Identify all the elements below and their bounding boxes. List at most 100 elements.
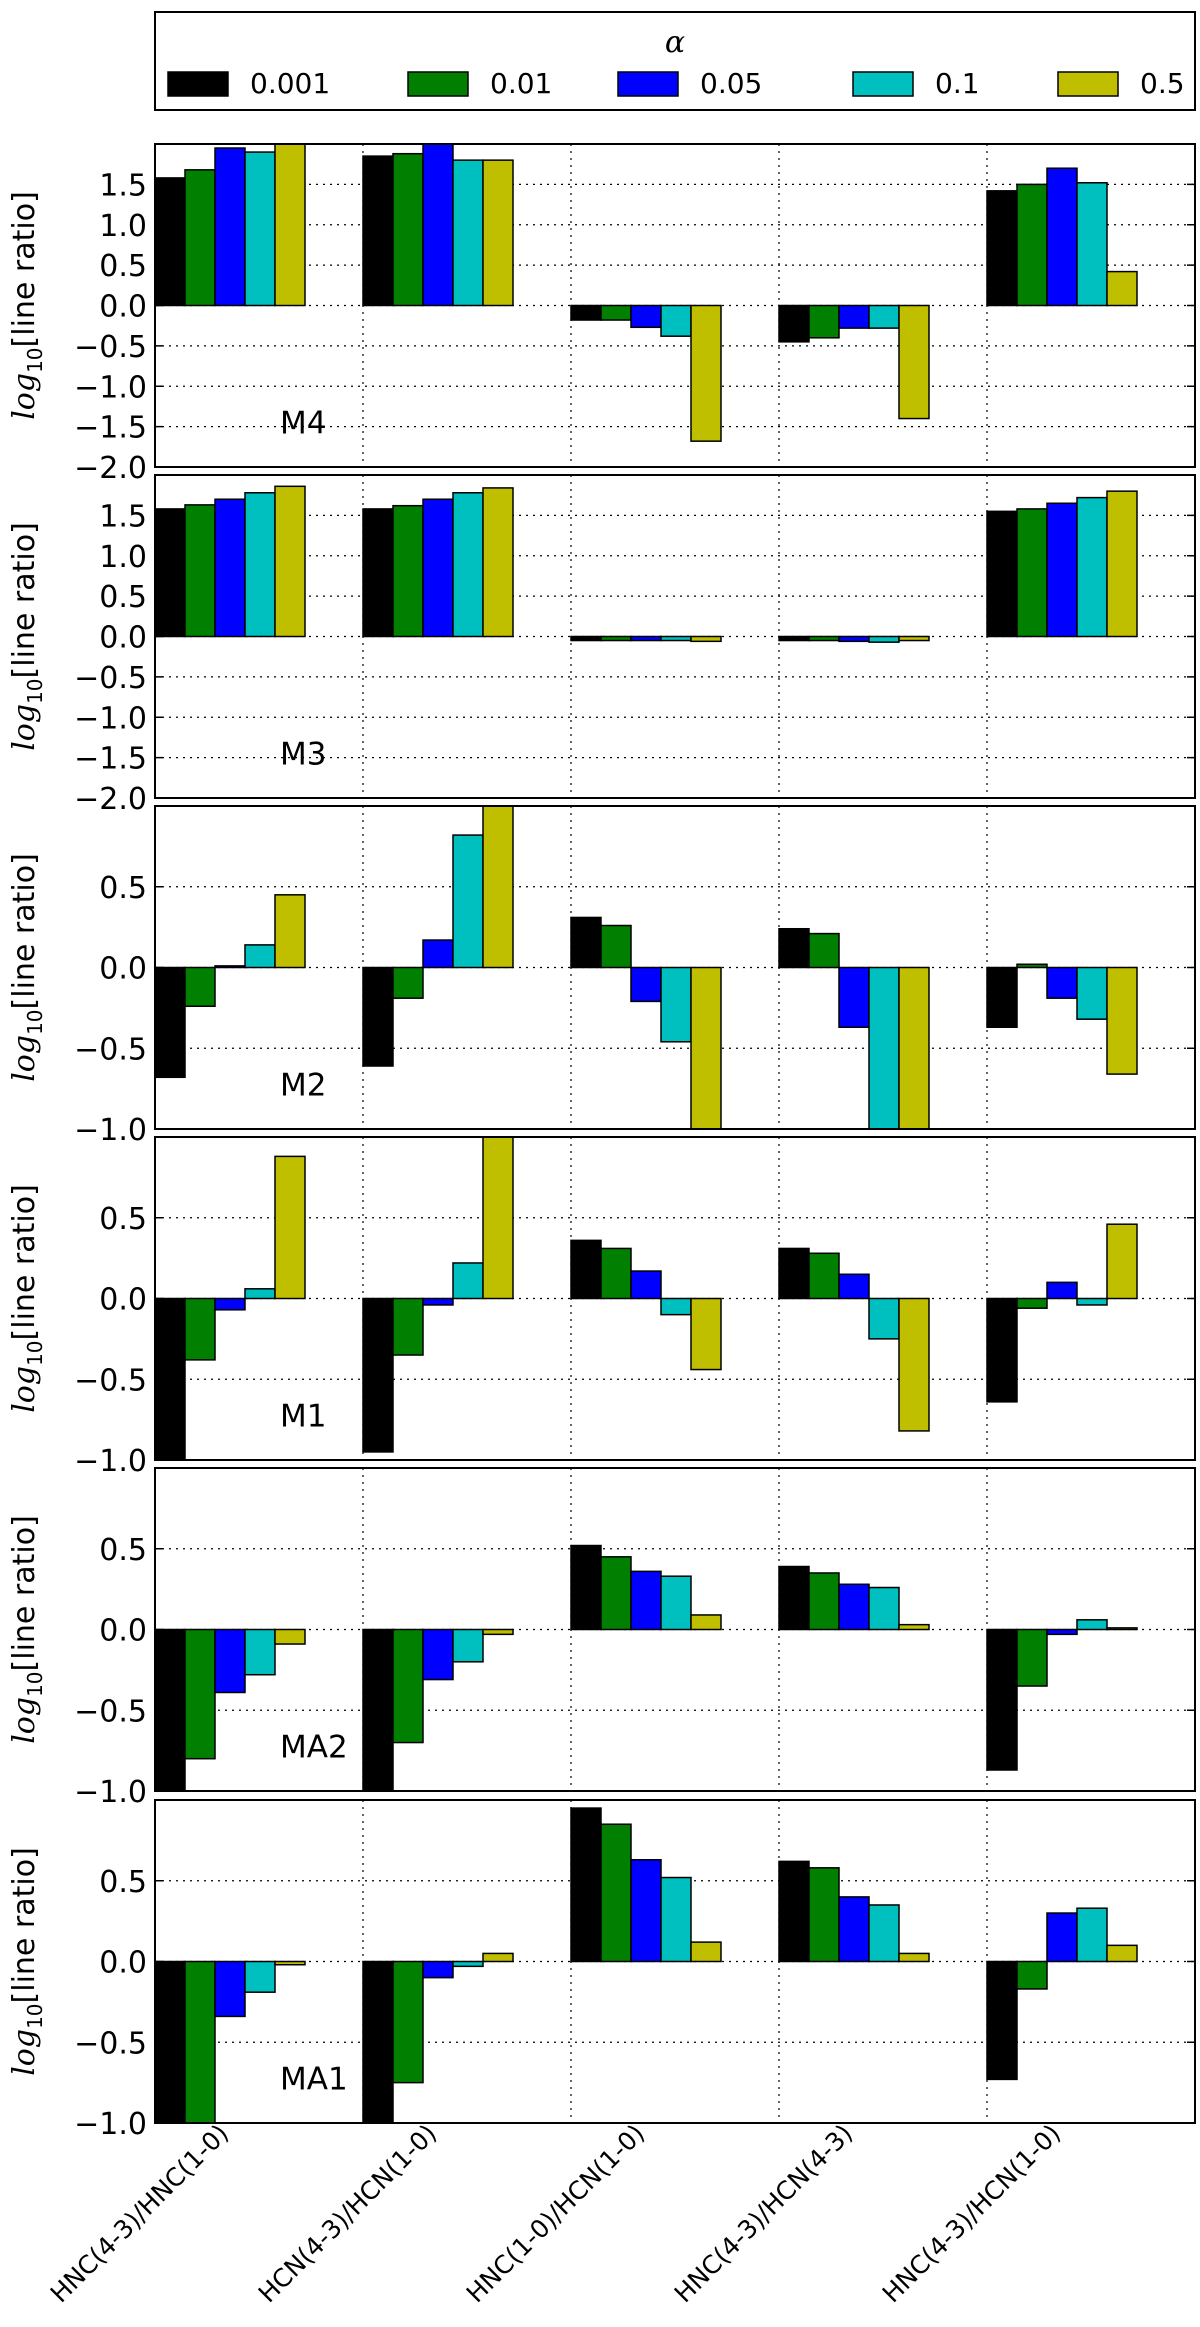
bar — [1106, 490, 1138, 638]
y-tick-label: 1.5 — [99, 499, 147, 534]
y-axis-label: log10[line ratio] — [7, 522, 47, 751]
bar — [838, 304, 870, 329]
bar — [1046, 1281, 1078, 1300]
bar — [244, 151, 276, 307]
bar — [1046, 1628, 1078, 1636]
legend-entry: 0.5 — [1057, 67, 1185, 100]
bar — [690, 1297, 722, 1371]
y-tick-label: 0.5 — [99, 580, 147, 615]
bar — [214, 1297, 246, 1311]
bar — [660, 304, 692, 337]
bar — [1016, 1960, 1048, 1990]
bar — [986, 1628, 1018, 1771]
bar — [214, 1628, 246, 1694]
bar — [630, 1270, 662, 1300]
bar — [808, 1252, 840, 1300]
bar — [778, 1565, 810, 1631]
bar — [392, 1297, 424, 1356]
bar — [452, 1262, 484, 1300]
legend-label: 0.1 — [935, 67, 980, 100]
bar — [1016, 963, 1048, 969]
bar — [660, 1876, 692, 1963]
bar — [570, 1239, 602, 1300]
panel-m4: −2.0 −1.5 −1.0 −0.5 0.0 0.5 1.0 1.5 M4 log10[line… — [7, 143, 1196, 486]
bar — [660, 1575, 692, 1631]
bar — [392, 966, 424, 999]
panel-ma2: −1.0 −0.5 0.0 0.5 MA2 log10[line ratio] — [7, 1467, 1196, 1810]
legend-swatch — [407, 71, 469, 97]
bar — [1106, 966, 1138, 1075]
bar — [1076, 1297, 1108, 1306]
bar — [422, 1297, 454, 1306]
panel-m2: −1.0 −0.5 0.0 0.5 M2 log10[line ratio] — [7, 805, 1196, 1148]
bar — [1076, 182, 1108, 307]
bar — [570, 635, 602, 642]
bar — [154, 1960, 186, 2124]
bar — [600, 924, 632, 969]
bar — [808, 635, 840, 642]
legend-label: 0.01 — [490, 67, 552, 100]
legend-title: α — [665, 25, 685, 60]
legend-swatch — [167, 71, 229, 97]
bar — [690, 304, 722, 442]
y-tick-label: 0.5 — [99, 1533, 147, 1568]
bar — [244, 1288, 276, 1300]
bar — [482, 487, 514, 638]
bar — [452, 492, 484, 638]
bar — [600, 304, 632, 321]
bar — [898, 635, 930, 642]
bar — [452, 1960, 484, 1968]
bar — [898, 1952, 930, 1963]
bar — [778, 304, 810, 343]
bar — [630, 1859, 662, 1963]
panel-label: MA2 — [280, 1729, 348, 1765]
y-axis-label: log10[line ratio] — [7, 1184, 47, 1413]
y-axis-label: log10[line ratio] — [7, 1847, 47, 2076]
bar — [274, 1155, 306, 1300]
legend-entry: 0.001 — [167, 67, 330, 100]
bar — [154, 508, 186, 638]
bar — [482, 1136, 514, 1300]
y-tick-label: 0.0 — [99, 290, 147, 325]
bar — [868, 1297, 900, 1340]
bar — [600, 1823, 632, 1963]
y-tick-label: 1.5 — [99, 168, 147, 203]
panel-label: MA1 — [280, 2061, 348, 2097]
legend: α 0.001 0.01 0.05 0.1 0.5 — [154, 11, 1196, 111]
y-axis-label: log10[line ratio] — [7, 1515, 47, 1744]
bar — [274, 1960, 306, 1966]
panel-label: M4 — [280, 405, 326, 441]
bar — [452, 1628, 484, 1663]
bar — [570, 916, 602, 969]
y-tick-label: 0.5 — [99, 871, 147, 906]
bar — [362, 155, 394, 307]
bar — [898, 966, 930, 1130]
bar — [600, 1247, 632, 1300]
bar — [630, 1570, 662, 1631]
y-tick-label: −1.0 — [74, 2107, 147, 2142]
panel-frame — [154, 143, 1196, 468]
bar — [600, 1556, 632, 1631]
bar — [244, 1960, 276, 1993]
bar — [570, 1807, 602, 1963]
y-tick-label: −1.0 — [74, 1113, 147, 1148]
bar — [422, 498, 454, 638]
bar — [838, 1896, 870, 1963]
bar — [1046, 502, 1078, 638]
bar — [1016, 1297, 1048, 1309]
bar — [868, 966, 900, 1130]
y-tick-label: −2.0 — [74, 782, 147, 817]
bar — [1076, 496, 1108, 638]
bar — [808, 1572, 840, 1631]
bar — [184, 1628, 216, 1760]
bar — [392, 152, 424, 307]
bar — [778, 1860, 810, 1963]
y-axis-label: log10[line ratio] — [7, 191, 47, 420]
x-tick-label: HNC(1-0)/HCN(1-0) — [461, 2119, 651, 2309]
bar — [808, 304, 840, 339]
legend-label: 0.001 — [250, 67, 330, 100]
bar — [154, 1297, 186, 1461]
y-tick-label: −0.5 — [74, 1032, 147, 1067]
bar — [362, 1628, 394, 1792]
